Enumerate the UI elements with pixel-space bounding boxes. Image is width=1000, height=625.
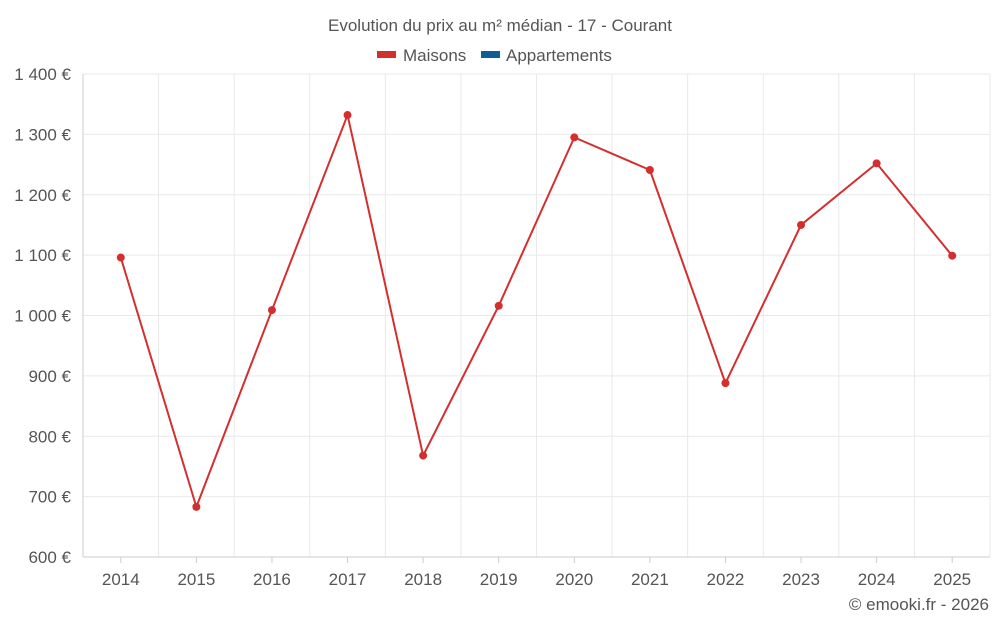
data-point[interactable] xyxy=(494,301,503,310)
x-tick-label: 2015 xyxy=(177,570,215,589)
y-tick-label: 1 000 € xyxy=(14,307,71,326)
data-point[interactable] xyxy=(116,253,125,262)
x-tick-label: 2024 xyxy=(858,570,896,589)
y-tick-label: 1 400 € xyxy=(14,65,71,84)
data-point[interactable] xyxy=(343,111,352,120)
data-point[interactable] xyxy=(570,133,579,142)
y-tick-label: 1 100 € xyxy=(14,246,71,265)
x-axis-ticks: 2014 2015 2016 2017 2018 2019 2020 2021 2022 2023… xyxy=(102,557,971,589)
x-tick-label: 2016 xyxy=(253,570,291,589)
x-tick-label: 2020 xyxy=(555,570,593,589)
legend-swatch-appartements[interactable] xyxy=(481,51,500,58)
legend-label-maisons[interactable]: Maisons xyxy=(403,46,466,65)
data-point[interactable] xyxy=(948,251,957,260)
x-tick-label: 2021 xyxy=(631,570,669,589)
legend-label-appartements[interactable]: Appartements xyxy=(506,46,612,65)
axes xyxy=(82,74,990,558)
y-tick-label: 1 200 € xyxy=(14,186,71,205)
x-tick-label: 2022 xyxy=(707,570,745,589)
y-tick-label: 900 € xyxy=(28,367,71,386)
y-tick-label: 800 € xyxy=(28,427,71,446)
data-point[interactable] xyxy=(872,159,881,168)
x-tick-label: 2019 xyxy=(480,570,518,589)
x-tick-label: 2018 xyxy=(404,570,442,589)
series-line xyxy=(119,114,953,508)
x-tick-label: 2017 xyxy=(329,570,367,589)
x-tick-label: 2014 xyxy=(102,570,140,589)
data-point[interactable] xyxy=(192,502,201,511)
series-maisons xyxy=(116,111,957,511)
footer-credit: © emooki.fr - 2026 xyxy=(849,595,989,614)
y-tick-label: 1 300 € xyxy=(14,125,71,144)
legend-swatch-maisons[interactable] xyxy=(377,51,396,58)
x-tick-label: 2025 xyxy=(933,570,971,589)
chart-title: Evolution du prix au m² médian - 17 - Co… xyxy=(328,16,672,35)
data-point[interactable] xyxy=(645,165,654,174)
data-point[interactable] xyxy=(419,451,428,460)
y-tick-label: 600 € xyxy=(28,548,71,567)
y-axis-ticks: 600 € 700 € 800 € 900 € 1 000 € 1 100 € 1 200 … xyxy=(14,65,71,567)
data-point[interactable] xyxy=(267,306,276,315)
x-tick-label: 2023 xyxy=(782,570,820,589)
data-point[interactable] xyxy=(721,379,730,388)
grid xyxy=(82,73,991,557)
y-tick-label: 700 € xyxy=(28,488,71,507)
legend: Maisons Appartements xyxy=(377,46,612,65)
data-point[interactable] xyxy=(797,220,806,229)
